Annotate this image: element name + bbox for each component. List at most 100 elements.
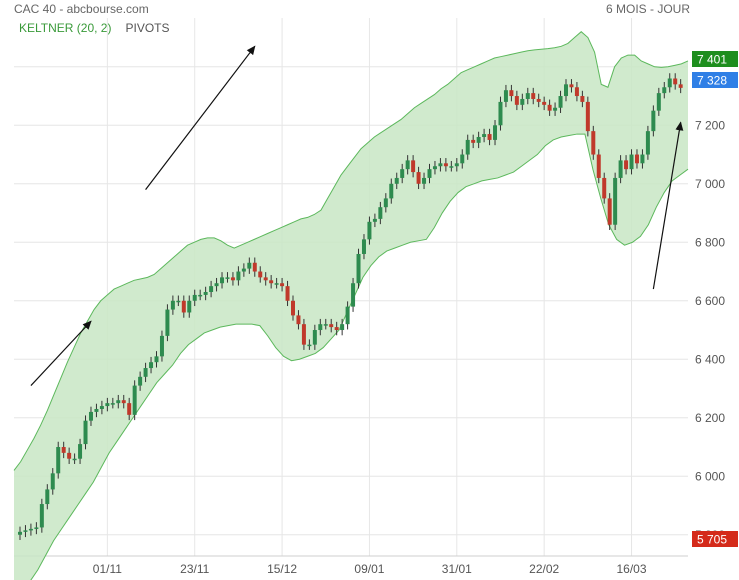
candle-up [361, 239, 366, 254]
candle-up [372, 218, 377, 222]
candle-up [525, 93, 530, 99]
candle-up [460, 154, 465, 164]
candle-up [203, 292, 208, 295]
candle-down [230, 277, 235, 281]
candle-up [83, 420, 88, 445]
candle-down [263, 277, 268, 281]
legend-pivots[interactable]: PIVOTS [125, 21, 170, 35]
candle-up [318, 324, 323, 331]
candle-down [443, 163, 448, 167]
candle-up [274, 283, 279, 285]
x-tick-label: 01/11 [93, 562, 122, 576]
candle-up [389, 183, 394, 199]
candle-down [536, 98, 541, 102]
candle-up [110, 403, 115, 405]
candle-up [187, 300, 192, 313]
chart-source-title: CAC 40 - abcbourse.com [14, 2, 149, 16]
candle-up [209, 286, 214, 292]
candle-up [493, 125, 498, 140]
candlesticks [18, 73, 683, 541]
candle-down [487, 134, 492, 140]
candle-down [585, 101, 590, 132]
y-tick-label: 6 400 [695, 352, 725, 366]
candle-up [18, 531, 22, 535]
candle-up [449, 166, 454, 168]
candle-up [618, 160, 623, 178]
candle-up [378, 207, 383, 219]
x-tick-label: 16/03 [617, 562, 647, 576]
candle-down [269, 280, 274, 284]
candle-up [78, 444, 83, 459]
band-area [14, 31, 688, 580]
candle-up [465, 139, 470, 155]
candle-up [56, 447, 61, 474]
last-price-badge [692, 72, 738, 88]
candle-up [214, 283, 219, 287]
candle-up [383, 198, 388, 208]
candle-up [225, 277, 230, 279]
band-upper-line [13, 31, 689, 471]
chart-period-label: 6 MOIS - JOUR [605, 2, 690, 16]
candle-down [574, 87, 579, 97]
candle-up [176, 300, 181, 303]
candle-up [394, 177, 399, 184]
y-tick-label: 6 800 [695, 235, 725, 249]
band-lower-line [30, 133, 689, 580]
candle-up [454, 163, 459, 167]
candle-down [258, 271, 263, 278]
low-badge-label: 5 705 [697, 533, 727, 547]
candle-down [296, 315, 301, 325]
legend-keltner[interactable]: KELTNER (20, 2) [19, 21, 112, 35]
candle-up [159, 335, 164, 357]
keltner-band [13, 31, 689, 580]
candle-up [312, 330, 317, 345]
trend-arrows [30, 45, 684, 387]
candle-up [154, 356, 159, 363]
y-tick-label: 7 200 [695, 118, 725, 132]
candle-up [520, 98, 525, 105]
candle-up [99, 406, 104, 409]
candle-up [667, 78, 672, 88]
candle-down [280, 283, 285, 287]
candle-up [307, 344, 312, 347]
candle-up [367, 221, 372, 240]
candle-up [94, 408, 99, 412]
x-tick-label: 23/11 [180, 562, 209, 576]
candle-up [198, 294, 203, 297]
candle-up [438, 163, 443, 167]
candle-up [629, 154, 634, 170]
candle-up [640, 154, 645, 164]
candle-up [247, 262, 252, 269]
candle-up [558, 96, 563, 108]
candle-down [624, 160, 629, 170]
candle-up [645, 131, 650, 155]
candle-up [651, 110, 656, 132]
candle-down [285, 286, 290, 301]
candle-up [432, 166, 437, 170]
candle-down [334, 327, 339, 331]
y-tick-label: 6 000 [695, 469, 725, 483]
candle-up [400, 169, 405, 178]
candle-up [220, 277, 225, 284]
candle-up [427, 169, 432, 178]
candle-up [88, 411, 93, 421]
candle-up [236, 271, 241, 281]
candle-up [170, 300, 175, 310]
high-badge-label: 7 401 [697, 53, 727, 67]
last-price-label: 7 328 [697, 74, 727, 88]
price-badges: 7 401 7 328 5 705 [692, 51, 738, 547]
x-tick-label: 15/12 [267, 562, 297, 576]
x-tick-label: 22/02 [529, 562, 559, 576]
x-tick-label: 31/01 [442, 562, 472, 576]
candle-up [323, 324, 328, 326]
candle-down [596, 154, 601, 178]
candle-up [422, 177, 427, 184]
candle-up [564, 84, 568, 97]
high-badge [692, 51, 738, 67]
candle-down [569, 84, 574, 88]
candle-down [291, 300, 295, 316]
candle-up [132, 385, 137, 415]
